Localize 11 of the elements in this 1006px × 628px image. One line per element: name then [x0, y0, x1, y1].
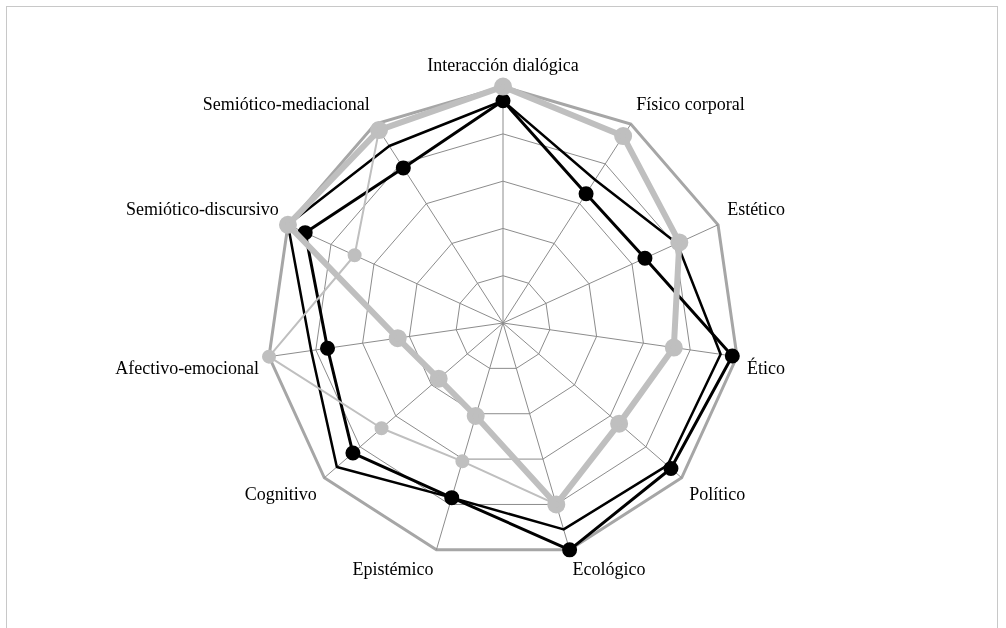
spoke-label: Ético: [746, 356, 785, 378]
spoke-label: Semiótico-mediacional: [202, 93, 370, 114]
spoke-label: Físico corporal: [636, 93, 745, 114]
spoke-label: Interacción dialógica: [427, 54, 579, 75]
spoke-label: Ecológico: [572, 558, 646, 579]
spoke-label: Epistémico: [352, 558, 434, 579]
spoke-label: Político: [689, 483, 746, 504]
spoke-label: Afectivo-emocional: [115, 357, 260, 378]
spoke-label: Estético: [727, 198, 786, 219]
spoke-label: Semiótico-discursivo: [125, 198, 279, 219]
spoke-label: Cognitivo: [244, 483, 317, 504]
